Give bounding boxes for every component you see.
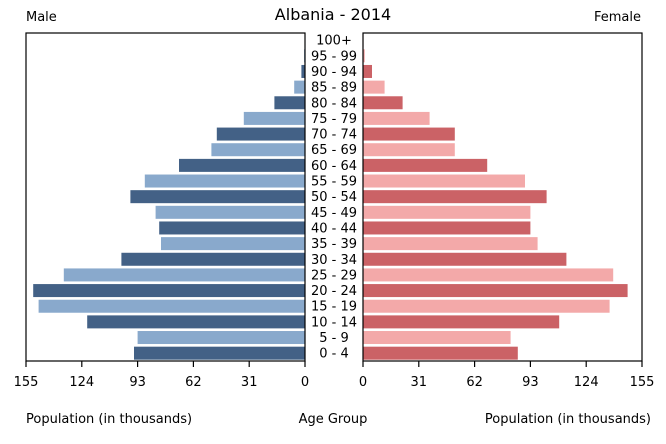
female-bar (363, 143, 455, 157)
male-bars-group (33, 33, 306, 360)
male-bar (216, 127, 305, 141)
female-bar (363, 174, 525, 188)
female-bar (363, 252, 567, 266)
age-group-label: 45 - 49 (311, 206, 357, 221)
female-bar (363, 284, 628, 298)
male-bar (159, 221, 305, 235)
male-x-axis: 0 31 62 93 124 155 (14, 361, 309, 390)
age-group-label: 50 - 54 (311, 190, 357, 205)
age-group-label: 85 - 89 (311, 81, 357, 96)
female-bar (363, 346, 518, 360)
female-bar (363, 80, 385, 94)
age-group-label: 100+ (316, 34, 352, 49)
female-bar (363, 221, 531, 235)
female-side-label: Female (594, 10, 641, 25)
female-bar (363, 315, 560, 329)
male-bar (274, 96, 305, 110)
age-group-label: 60 - 64 (311, 159, 357, 174)
female-x-tick-label: 62 (466, 375, 483, 390)
male-bar (179, 158, 305, 172)
age-group-label: 95 - 99 (311, 49, 357, 64)
age-group-label: 25 - 29 (311, 268, 357, 283)
female-bar (363, 96, 403, 110)
male-x-tick-label: 0 (301, 375, 309, 390)
female-x-tick-label: 124 (574, 375, 599, 390)
male-bar (301, 64, 305, 78)
age-group-label: 80 - 84 (311, 96, 357, 111)
female-x-tick-label: 31 (411, 375, 428, 390)
age-group-label: 5 - 9 (319, 331, 349, 346)
female-bar (363, 127, 455, 141)
age-group-label: 10 - 14 (311, 315, 357, 330)
age-group-label: 70 - 74 (311, 128, 357, 143)
female-x-tick-label: 0 (359, 375, 367, 390)
male-bar (63, 268, 305, 282)
female-bar (363, 268, 614, 282)
male-bar (155, 205, 305, 219)
age-group-label: 40 - 44 (311, 221, 357, 236)
female-bar (363, 158, 488, 172)
female-bar (363, 331, 511, 345)
female-x-axis: 0 31 62 93 124 155 (359, 361, 655, 390)
male-bar (161, 237, 305, 251)
male-x-axis-title: Population (in thousands) (26, 412, 192, 427)
female-plot-frame (362, 32, 643, 362)
male-side-label: Male (26, 10, 57, 25)
female-bar (363, 111, 430, 125)
female-x-tick-label: 155 (630, 375, 655, 390)
male-bar (33, 284, 305, 298)
male-bar (38, 299, 305, 313)
female-bar (363, 49, 365, 63)
age-group-label: 20 - 24 (311, 284, 357, 299)
male-bar (87, 315, 305, 329)
male-bar (134, 346, 305, 360)
female-x-tick-label: 93 (522, 375, 539, 390)
male-bar (130, 190, 305, 204)
female-bars-group (363, 33, 628, 360)
male-x-tick-label: 62 (185, 375, 202, 390)
age-group-label: 75 - 79 (311, 112, 357, 127)
male-bar (137, 331, 305, 345)
female-bar (363, 190, 547, 204)
age-group-label: 35 - 39 (311, 237, 357, 252)
age-group-label: 55 - 59 (311, 175, 357, 190)
male-bar (144, 174, 305, 188)
female-bar (363, 237, 538, 251)
male-x-tick-label: 31 (241, 375, 258, 390)
male-x-tick-label: 124 (69, 375, 94, 390)
male-bar (211, 143, 305, 157)
age-group-label: 90 - 94 (311, 65, 357, 80)
male-x-tick-label: 93 (129, 375, 146, 390)
age-group-label: 30 - 34 (311, 253, 357, 268)
age-group-label: 15 - 19 (311, 300, 357, 315)
female-bar (363, 64, 372, 78)
female-bar (363, 205, 531, 219)
male-plot-frame (25, 32, 306, 362)
age-group-axis-title: Age Group (299, 412, 368, 427)
male-x-tick-label: 155 (14, 375, 39, 390)
male-bar (294, 80, 305, 94)
age-group-label: 65 - 69 (311, 143, 357, 158)
chart-title: Albania - 2014 (275, 5, 391, 24)
female-bar (363, 299, 610, 313)
male-bar (243, 111, 305, 125)
female-x-axis-title: Population (in thousands) (485, 412, 651, 427)
male-bar (121, 252, 306, 266)
age-group-label: 0 - 4 (319, 347, 349, 362)
